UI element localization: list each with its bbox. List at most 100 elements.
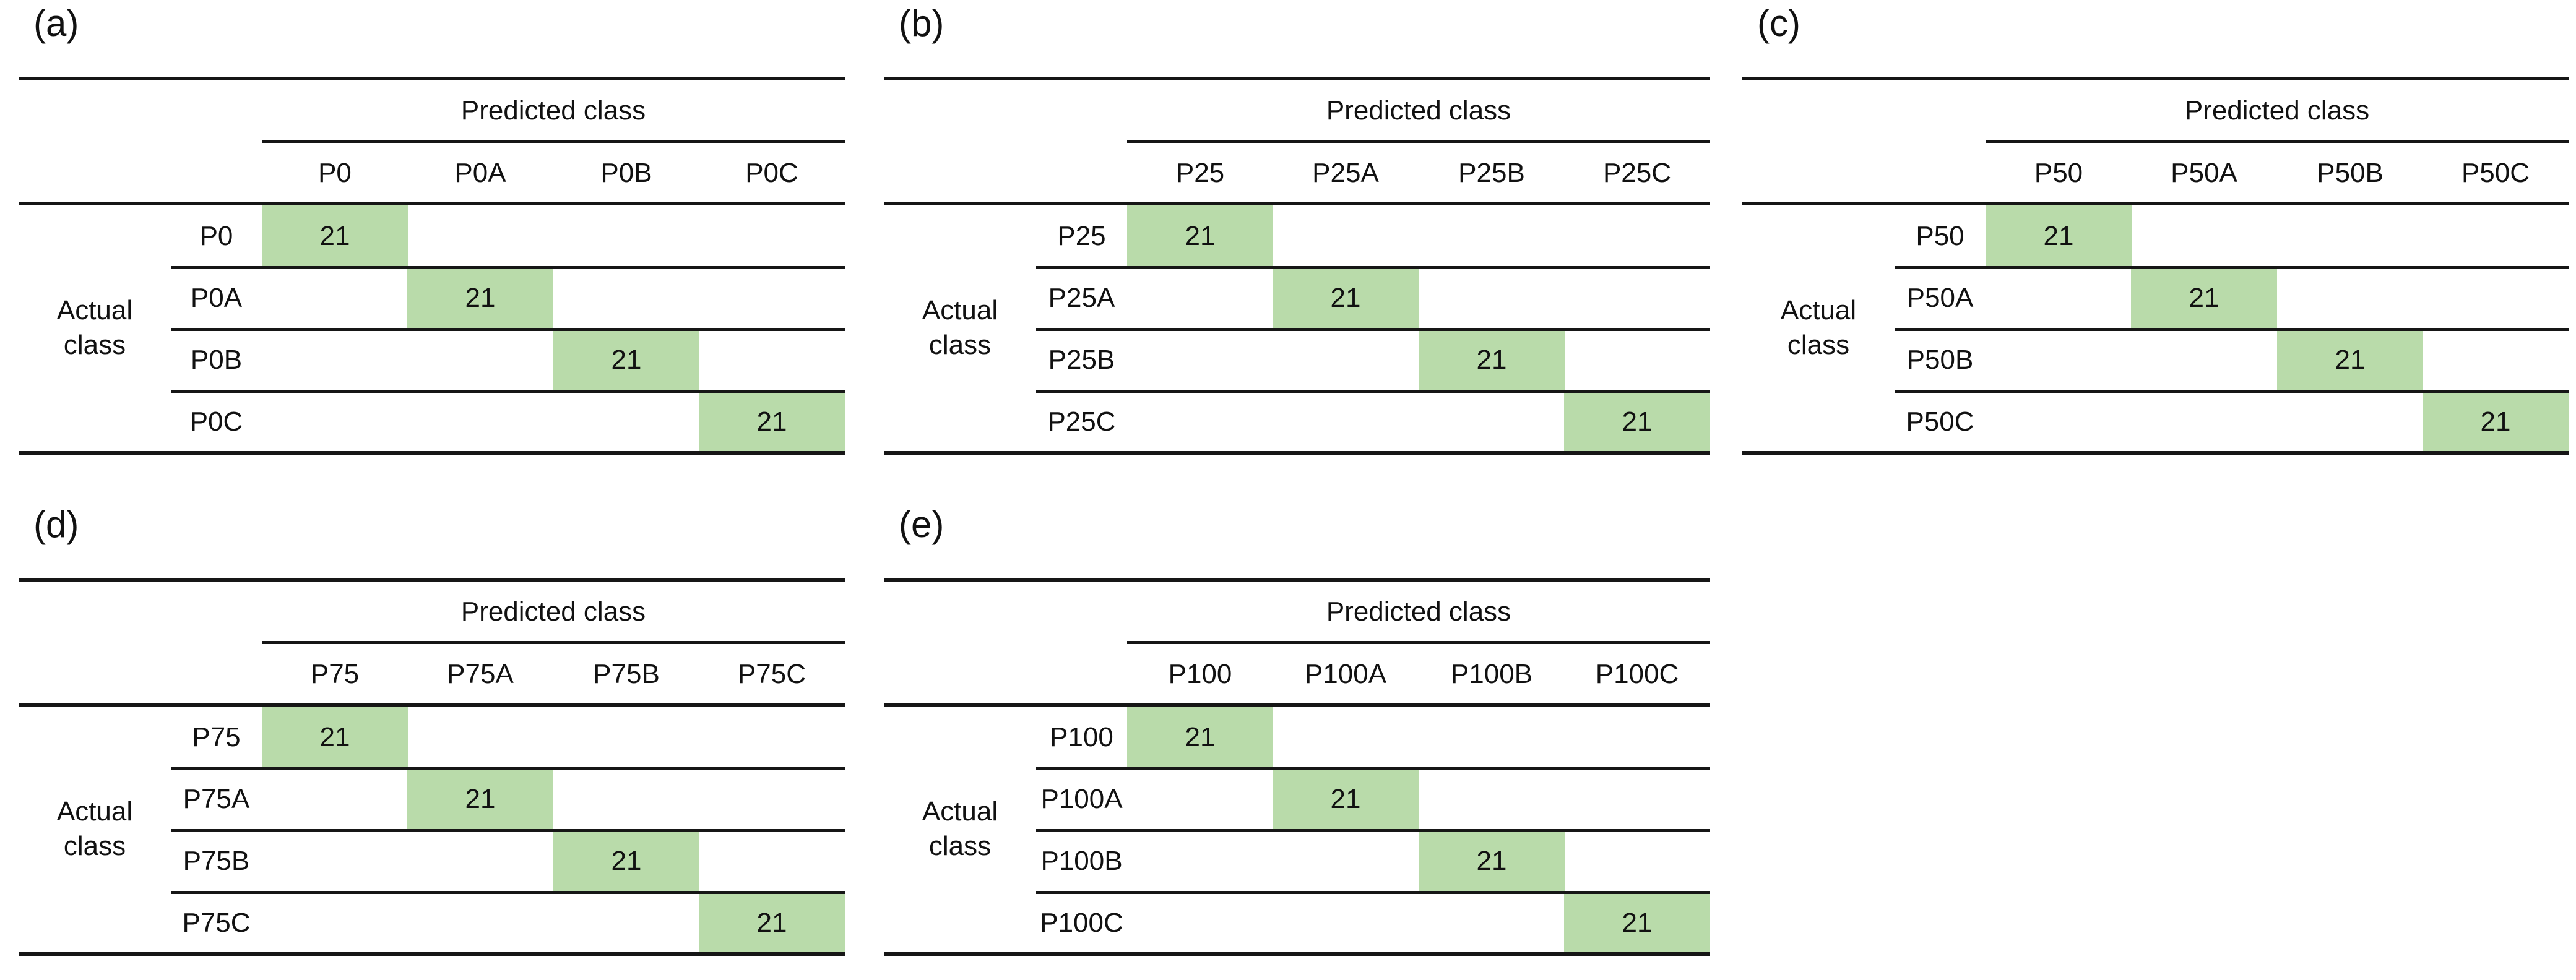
panel-label-b: (b) (899, 2, 944, 44)
top-rule (884, 578, 1710, 582)
diagonal-cell: 21 (1986, 205, 2132, 267)
col-header: P75C (737, 659, 806, 689)
actual-class-line1: Actual (922, 796, 998, 827)
row-label: P50A (1906, 283, 1974, 313)
panel-label-c: (c) (1757, 2, 1800, 44)
predicted-class-header: Predicted class (1326, 596, 1511, 627)
top-rule (19, 578, 845, 582)
header-underline-rule (19, 703, 845, 707)
row-separator (1036, 891, 1710, 894)
row-separator (1036, 829, 1710, 832)
panel-label-e: (e) (899, 504, 944, 545)
panel-a: (a) Predicted class P0 P0A P0B P0C Actua… (19, 0, 845, 464)
actual-class-line2: class (928, 330, 992, 360)
predicted-underline-rule (262, 140, 845, 143)
top-rule (884, 77, 1710, 80)
col-header: P100B (1450, 659, 1533, 689)
diagonal-cell: 21 (1273, 267, 1419, 329)
row-label: P25B (1048, 345, 1115, 375)
col-header: P0A (454, 158, 506, 188)
row-label: P75C (182, 908, 251, 938)
header-underline-rule (884, 202, 1710, 205)
col-header: P75A (447, 659, 514, 689)
bottom-rule (19, 952, 845, 956)
panel-d: (d) Predicted class P75 P75A P75B P75C A… (19, 501, 845, 965)
predicted-class-header: Predicted class (460, 596, 646, 627)
diagonal-cell: 21 (1419, 830, 1565, 892)
actual-class-line1: Actual (1780, 295, 1857, 325)
diagonal-cell: 21 (1564, 892, 1710, 954)
diagonal-cell: 21 (1127, 707, 1273, 768)
row-separator (171, 266, 845, 269)
col-header: P100C (1595, 659, 1679, 689)
row-label: P100 (1050, 722, 1113, 752)
col-header: P0C (745, 158, 798, 188)
bottom-rule (884, 451, 1710, 455)
actual-class-line1: Actual (922, 295, 998, 325)
predicted-underline-rule (262, 641, 845, 644)
actual-class-line2: class (1787, 330, 1850, 360)
predicted-class-header: Predicted class (1326, 95, 1511, 126)
row-label: P100C (1040, 908, 1123, 938)
row-separator (171, 328, 845, 331)
actual-class-header: Actual class (19, 293, 171, 363)
col-header: P100A (1304, 659, 1387, 689)
row-label: P0B (190, 345, 243, 375)
diagonal-cell: 21 (407, 768, 553, 830)
diagonal-cell: 21 (2277, 329, 2423, 391)
actual-class-line2: class (928, 831, 992, 861)
col-header: P25C (1602, 158, 1672, 188)
col-header: P50A (2171, 158, 2237, 188)
row-label: P50C (1906, 406, 1974, 437)
row-separator (171, 829, 845, 832)
col-header: P75B (593, 659, 660, 689)
row-label: P0C (189, 406, 243, 437)
col-header: P25 (1175, 158, 1225, 188)
col-header: P25A (1312, 158, 1379, 188)
actual-class-header: Actual class (1742, 293, 1895, 363)
bottom-rule (19, 451, 845, 455)
diagonal-cell: 21 (262, 205, 408, 267)
col-header: P25B (1458, 158, 1525, 188)
diagonal-cell: 21 (262, 707, 408, 768)
row-separator (1036, 266, 1710, 269)
diagonal-cell: 21 (1419, 329, 1565, 391)
actual-class-line2: class (63, 831, 126, 861)
actual-class-line2: class (63, 330, 126, 360)
row-separator (1895, 328, 2569, 331)
panel-label-a: (a) (33, 2, 79, 44)
col-header: P0 (318, 158, 352, 188)
diagonal-cell: 21 (553, 329, 699, 391)
row-separator (171, 767, 845, 770)
col-header: P100 (1168, 659, 1232, 689)
row-label: P50 (1916, 221, 1964, 251)
col-header: P50C (2461, 158, 2530, 188)
col-header: P50B (2317, 158, 2384, 188)
row-label: P25 (1057, 221, 1106, 251)
panel-label-d: (d) (33, 504, 79, 545)
panel-c: (c) Predicted class P50 P50A P50B P50C A… (1742, 0, 2569, 464)
actual-class-header: Actual class (19, 794, 171, 864)
diagonal-cell: 21 (1127, 205, 1273, 267)
col-header: P75 (310, 659, 360, 689)
row-separator (1895, 390, 2569, 393)
diagonal-cell: 21 (699, 892, 845, 954)
predicted-class-header: Predicted class (2184, 95, 2370, 126)
predicted-class-header: Predicted class (460, 95, 646, 126)
row-label: P25C (1047, 406, 1116, 437)
row-label: P75B (183, 846, 250, 876)
row-separator (171, 891, 845, 894)
row-label: P100A (1040, 784, 1123, 814)
panel-e: (e) Predicted class P100 P100A P100B P10… (884, 501, 1710, 965)
row-separator (1036, 328, 1710, 331)
bottom-rule (884, 952, 1710, 956)
diagonal-cell: 21 (407, 267, 553, 329)
top-rule (19, 77, 845, 80)
row-label: P0A (190, 283, 243, 313)
row-label: P100B (1040, 846, 1123, 876)
diagonal-cell: 21 (1273, 768, 1419, 830)
diagonal-cell: 21 (2423, 391, 2569, 453)
top-rule (1742, 77, 2569, 80)
diagonal-cell: 21 (2131, 267, 2277, 329)
